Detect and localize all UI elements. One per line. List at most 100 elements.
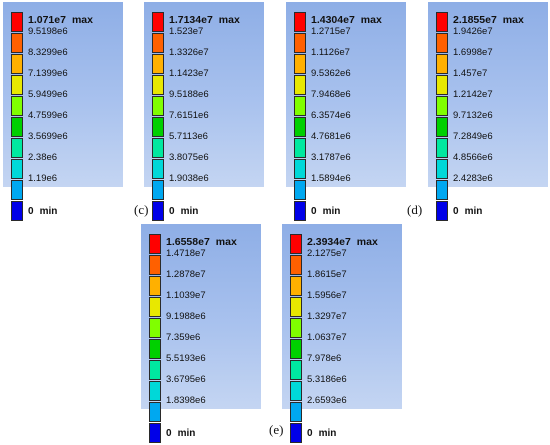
legend-tick-label: 2.1275e7 [307, 248, 347, 259]
color-swatch [149, 318, 161, 338]
legend-band: 3.8075e6 [152, 152, 264, 180]
color-swatch [290, 423, 302, 443]
color-swatch [290, 339, 302, 359]
caption-e: (e) [269, 422, 284, 437]
color-swatch [436, 96, 448, 116]
color-swatch [11, 54, 23, 74]
max-word: max [215, 236, 237, 248]
legend-tick-label: 1.8398e6 [166, 395, 206, 406]
legend-band: 2.6593e6 [290, 395, 402, 423]
legend-band: 1.8615e7 [290, 269, 402, 297]
color-swatch [294, 75, 306, 95]
legend-band: 1.3326e7 [152, 47, 264, 75]
legend-band: 1.7134e7 max [152, 12, 264, 33]
color-swatch [290, 381, 302, 401]
legend-band: 1.2715e7 [294, 26, 406, 54]
color-swatch [290, 297, 302, 317]
color-swatch [290, 402, 302, 422]
legend-tick-label: 1.1423e7 [169, 68, 209, 79]
color-swatch [290, 255, 302, 275]
legend-band: 1.523e7 [152, 26, 264, 54]
legend-tick-label: 3.8075e6 [169, 152, 209, 163]
legend-tick-label: 5.9499e6 [28, 89, 68, 100]
color-swatch [294, 159, 306, 179]
legend-tick-label: 4.8566e6 [453, 152, 493, 163]
color-swatch [11, 138, 23, 158]
legend-tick-label: 1.0637e7 [307, 332, 347, 343]
legend-panel: 1.6558e7 max 1.4718e7 1.2878e7 1.1039e7 9.198… [141, 224, 261, 443]
legend-tick-label: 8.3299e6 [28, 47, 68, 58]
caption-c: (c) [134, 202, 149, 217]
legend-band: 7.978e6 [290, 353, 402, 381]
color-swatch [152, 33, 164, 53]
legend-tick-label: 9.1988e6 [166, 311, 206, 322]
legend-band: 9.1988e6 [149, 311, 261, 339]
legend-tick-label: 1.6998e7 [453, 47, 493, 58]
legend-band: 1.1039e7 [149, 290, 261, 318]
legend-band: 6.3574e6 [294, 110, 406, 138]
color-swatch [11, 201, 23, 221]
legend-tick-label: 1.1126e7 [311, 47, 350, 58]
legend-max-label: 2.1855e7 max [453, 14, 524, 26]
legend-tick-label: 1.3297e7 [307, 311, 347, 322]
max-word: max [218, 14, 240, 26]
color-swatch [294, 180, 306, 200]
legend-band: 8.3299e6 [11, 47, 123, 75]
legend-band: 1.4304e7 max [294, 12, 406, 33]
legend-band: 9.5198e6 [11, 26, 123, 54]
max-value: 1.071e7 [28, 14, 66, 26]
legend-panel: 2.3934e7 max 2.1275e7 1.8615e7 1.5956e7 1.329… [282, 224, 402, 443]
legend-band: 1.6998e7 [436, 47, 548, 75]
legend-band: 1.4718e7 [149, 248, 261, 276]
legend-min-label: 0 min [453, 206, 482, 218]
color-swatch [290, 234, 302, 254]
legend-tick-label: 7.2849e6 [453, 131, 493, 142]
min-word: min [180, 206, 199, 217]
legend-tick-label: 1.2715e7 [311, 26, 351, 37]
legend-band [436, 201, 548, 222]
color-swatch [294, 54, 306, 74]
legend-band: 7.359e6 [149, 332, 261, 360]
color-swatch [149, 423, 161, 443]
caption-d: (d) [407, 202, 423, 217]
legend-tick-label: 3.5699e6 [28, 131, 68, 142]
legend-band: 4.7681e6 [294, 131, 406, 159]
legend-band: 1.1126e7 [294, 47, 406, 75]
legend-min-label: 0 min [307, 428, 336, 440]
legend-band: 1.5894e6 [294, 173, 406, 201]
legend-max-label: 2.3934e7 max [307, 236, 378, 248]
legend-panel: 2.1855e7 max 1.9426e7 1.6998e7 1.457e7 1.2142… [428, 2, 548, 221]
color-swatch [11, 159, 23, 179]
color-swatch [294, 33, 306, 53]
max-value: 2.3934e7 [307, 236, 351, 248]
color-swatch [436, 138, 448, 158]
legend-band: 5.3186e6 [290, 374, 402, 402]
legend-tick-label: 9.5362e6 [311, 68, 351, 79]
legend-band: 1.2142e7 [436, 89, 548, 117]
color-swatch [11, 117, 23, 137]
legend-band: 1.0637e7 [290, 332, 402, 360]
color-swatch [149, 276, 161, 296]
legend-tick-label: 4.7599e6 [28, 110, 68, 121]
color-swatch [11, 75, 23, 95]
legend-band: 2.4283e6 [436, 173, 548, 201]
legend-band [294, 201, 406, 222]
legend-min-label: 0 min [311, 206, 340, 218]
legend-tick-label: 1.2142e7 [453, 89, 493, 100]
legend-min-label: 0 min [166, 428, 195, 440]
min-value: 0 [311, 206, 317, 217]
legend-band: 1.071e7 max [11, 12, 123, 33]
color-swatch [149, 339, 161, 359]
legend-band: 1.5956e7 [290, 290, 402, 318]
legend-band: 2.3934e7 max [290, 234, 402, 255]
legend-band: 1.1423e7 [152, 68, 264, 96]
min-word: min [177, 428, 196, 439]
legend-tick-label: 1.5956e7 [307, 290, 347, 301]
color-swatch [290, 276, 302, 296]
legend-min-label: 0 min [169, 206, 198, 218]
legend-tick-label: 1.457e7 [453, 68, 488, 79]
min-value: 0 [166, 428, 172, 439]
legend-band: 5.9499e6 [11, 89, 123, 117]
legend-band: 7.6151e6 [152, 110, 264, 138]
legend-band: 7.9468e6 [294, 89, 406, 117]
